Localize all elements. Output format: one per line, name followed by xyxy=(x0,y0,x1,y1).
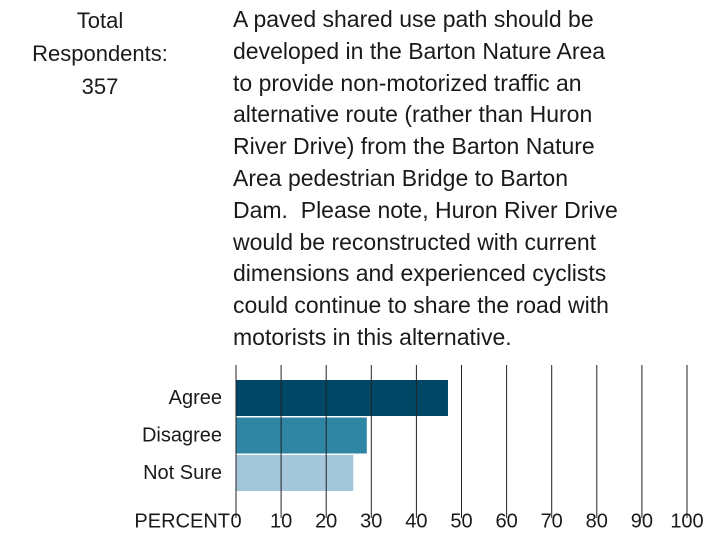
x-tick-label: 30 xyxy=(360,510,382,532)
title-line: would be reconstructed with current xyxy=(233,228,597,255)
title-line: alternative route (rather than Huron xyxy=(233,101,593,128)
x-tick-label: 40 xyxy=(405,510,427,532)
title-line: Dam. Please note, Huron River Drive xyxy=(233,196,618,223)
category-label: Agree xyxy=(169,387,222,409)
x-tick-label: 0 xyxy=(230,510,241,532)
bar xyxy=(236,380,448,416)
x-tick-label: 60 xyxy=(495,510,517,532)
title-line: dimensions and experienced cyclists xyxy=(233,260,607,287)
respondents-count: 357 xyxy=(81,74,119,99)
category-label: Not Sure xyxy=(143,462,222,484)
respondents-label: Total Respondents: xyxy=(32,8,168,66)
title-line: could continue to share the road with xyxy=(233,292,609,319)
title-line: developed in the Barton Nature Area xyxy=(233,37,606,64)
x-axis-label: PERCENT xyxy=(134,510,230,532)
x-tick-label: 50 xyxy=(450,510,472,532)
category-label: Disagree xyxy=(142,425,222,447)
x-tick-label: 20 xyxy=(315,510,337,532)
x-tick-label: 90 xyxy=(631,510,653,532)
title-line: River Drive) from the Barton Nature xyxy=(233,133,595,160)
x-tick-label: 100 xyxy=(670,510,703,532)
respondents-box: Total Respondents: 357 xyxy=(15,4,185,103)
x-tick-label: 70 xyxy=(541,510,563,532)
title-line: to provide non-motorized traffic an xyxy=(233,69,582,96)
title-line: A paved shared use path should be xyxy=(233,6,594,32)
chart-title: A paved shared use path should be develop… xyxy=(233,4,618,354)
x-tick-label: 80 xyxy=(586,510,608,532)
title-line: Area pedestrian Bridge to Barton xyxy=(233,164,568,191)
title-line: motorists in this alternative. xyxy=(233,323,512,350)
bar xyxy=(236,417,367,454)
bar xyxy=(236,455,354,491)
x-tick-label: 10 xyxy=(270,510,292,532)
